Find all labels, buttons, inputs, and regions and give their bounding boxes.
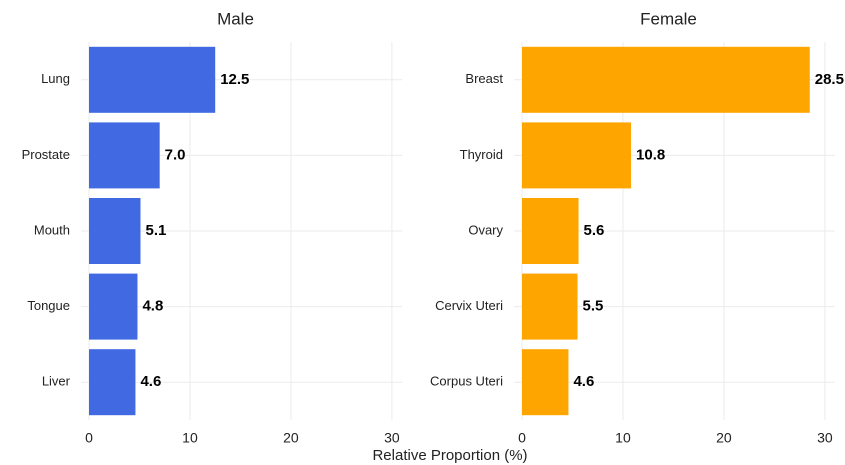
x-tick-label: 0 — [85, 430, 93, 446]
bar — [89, 273, 138, 340]
x-tick-label: 20 — [283, 430, 299, 446]
data-label: 10.8 — [636, 146, 665, 163]
x-tick-label: 10 — [182, 430, 198, 446]
y-tick-label: Ovary — [468, 222, 503, 237]
data-label: 5.6 — [584, 222, 605, 239]
bar — [522, 198, 579, 264]
data-label: 4.6 — [573, 373, 594, 390]
y-tick-label: Lung — [41, 71, 70, 86]
y-tick-label: Thyroid — [460, 147, 503, 162]
y-tick-label: Tongue — [27, 298, 70, 313]
bar — [89, 122, 160, 189]
y-tick-label: Prostate — [22, 147, 70, 162]
y-tick-label: Breast — [465, 71, 503, 86]
data-label: 4.6 — [140, 373, 161, 390]
y-tick-label: Liver — [42, 374, 71, 389]
y-tick-label: Cervix Uteri — [435, 298, 503, 313]
bar — [89, 349, 136, 416]
x-tick-label: 20 — [716, 430, 732, 446]
x-tick-label: 0 — [518, 430, 526, 446]
y-tick-label: Corpus Uteri — [430, 374, 503, 389]
bar — [522, 122, 632, 189]
chart-title: Male — [217, 9, 254, 28]
x-axis-label: Relative Proportion (%) — [372, 447, 527, 464]
bar — [522, 273, 578, 340]
bar — [89, 198, 141, 264]
data-label: 4.8 — [142, 298, 163, 315]
data-label: 5.5 — [583, 298, 604, 315]
chart-title: Female — [640, 9, 697, 28]
data-label: 5.1 — [145, 222, 166, 239]
x-tick-label: 30 — [384, 430, 400, 446]
y-tick-label: Mouth — [34, 222, 70, 237]
bar — [522, 349, 569, 416]
bar — [89, 46, 216, 113]
data-label: 7.0 — [165, 146, 186, 163]
bar — [522, 46, 810, 113]
x-tick-label: 30 — [817, 430, 833, 446]
data-label: 12.5 — [220, 71, 249, 88]
x-tick-label: 10 — [615, 430, 631, 446]
data-label: 28.5 — [815, 71, 844, 88]
